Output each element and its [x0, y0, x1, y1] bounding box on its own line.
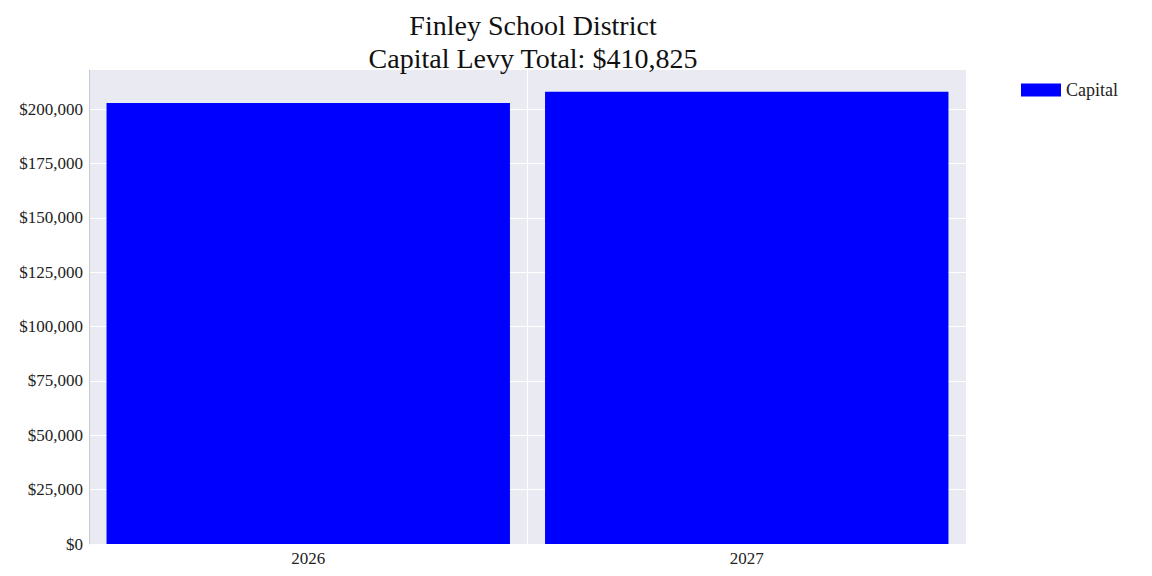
svg-text:Capital Levy Total: $410,825: Capital Levy Total: $410,825 [369, 43, 698, 74]
svg-text:$175,000: $175,000 [19, 154, 83, 173]
svg-text:Finley School District: Finley School District [409, 10, 657, 41]
svg-text:$150,000: $150,000 [19, 208, 83, 227]
svg-text:2027: 2027 [730, 549, 765, 568]
svg-text:Capital: Capital [1066, 80, 1118, 100]
svg-text:2026: 2026 [291, 549, 325, 568]
svg-text:$125,000: $125,000 [19, 263, 83, 282]
svg-text:$50,000: $50,000 [28, 426, 83, 445]
svg-text:$0: $0 [66, 535, 83, 554]
svg-text:$75,000: $75,000 [28, 371, 83, 390]
svg-text:$25,000: $25,000 [28, 480, 83, 499]
svg-text:$200,000: $200,000 [19, 100, 83, 119]
svg-text:$100,000: $100,000 [19, 317, 83, 336]
